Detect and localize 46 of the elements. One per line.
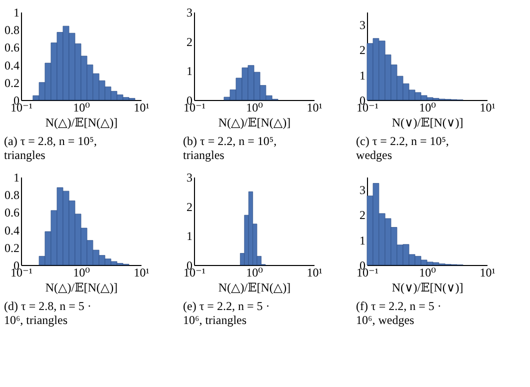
- y-tick-label: 2: [360, 43, 366, 58]
- x-tick-label: 10¹: [480, 100, 496, 114]
- y-tick-label: 1: [14, 170, 20, 184]
- x-axis-title: N(∨)/𝔼[N(∨)]: [392, 116, 464, 130]
- y-tick-label: 1: [186, 64, 192, 78]
- y-tick-label: 0.2: [4, 76, 20, 90]
- x-tick-label: 10¹: [306, 100, 323, 114]
- y-tick-label: 2: [186, 34, 192, 49]
- y-tick-label: 3: [186, 6, 192, 20]
- y-tick-label: 1: [14, 6, 20, 20]
- x-tick-label: 10⁰: [73, 266, 90, 280]
- y-tick-label: 0.4: [4, 58, 20, 72]
- x-tick-label: 10¹: [306, 266, 323, 280]
- x-tick-label: 10⁰: [419, 100, 436, 114]
- text: (c) τ = 2.2, n = 10⁵, wedges: [356, 134, 449, 162]
- y-tick-label: 0.8: [4, 23, 20, 38]
- x-tick-label: 10⁰: [246, 100, 264, 114]
- text: (d) τ = 2.8, n = 5 · 10⁶, triangles: [4, 299, 92, 327]
- x-tick-label: 10⁰: [246, 266, 264, 280]
- text: (b) τ = 2.2, n = 10⁵, triangles: [183, 134, 277, 162]
- text: (f) τ = 2.2, n = 5 · 10⁶, wedges: [356, 299, 442, 327]
- x-tick-label: 10¹: [134, 100, 150, 114]
- y-tick-label: 0.4: [4, 223, 20, 238]
- y-tick-label: 1: [360, 233, 366, 248]
- x-axis-title: N(△)/𝔼[N(△)]: [218, 280, 291, 294]
- x-tick-label: 10⁰: [419, 266, 436, 280]
- x-axis-title: N(∨)/𝔼[N(∨)]: [392, 280, 464, 294]
- x-tick-label: 10¹: [480, 266, 496, 280]
- y-tick-label: 0.6: [4, 40, 20, 55]
- x-tick-label: 10¹: [134, 266, 150, 280]
- y-tick-label: 1: [186, 229, 192, 244]
- y-tick-label: 2: [360, 208, 366, 222]
- y-tick-label: 0.8: [4, 188, 20, 202]
- y-tick-label: 3: [186, 170, 192, 184]
- x-axis-title: N(△)/𝔼[N(△)]: [218, 116, 291, 130]
- y-tick-label: 1: [360, 68, 366, 82]
- x-axis-title: N(△)/𝔼[N(△)]: [45, 116, 118, 130]
- text: (a) τ = 2.8, n = 10⁵, triangles: [4, 134, 97, 162]
- y-tick-label: 3: [360, 18, 366, 32]
- text: (e) τ = 2.2, n = 5 · 10⁶, triangles: [183, 299, 270, 327]
- x-tick-label: 10⁰: [73, 100, 90, 114]
- y-tick-label: 0.6: [4, 206, 20, 220]
- y-tick-label: 0.2: [4, 240, 20, 255]
- y-tick-label: 2: [186, 200, 192, 214]
- x-axis-title: N(△)/𝔼[N(△)]: [45, 280, 118, 294]
- y-tick-label: 3: [360, 183, 366, 198]
